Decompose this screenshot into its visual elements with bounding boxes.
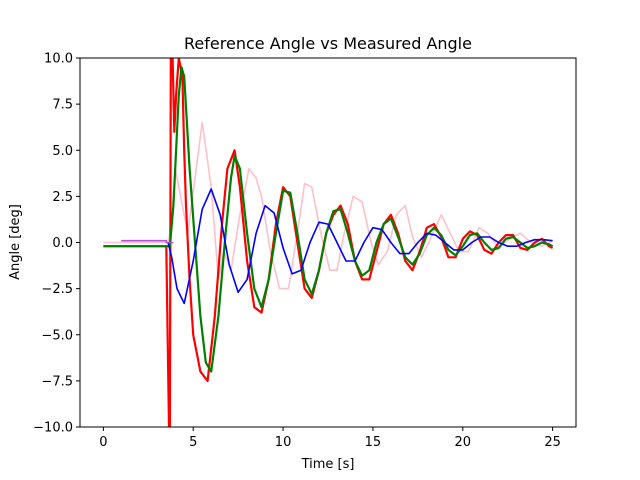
x-tick-label: 5 [189, 435, 197, 450]
x-tick-label: 0 [99, 435, 107, 450]
series-line-1 [103, 121, 553, 290]
series-layer [103, 58, 554, 427]
y-tick-label: 10.0 [44, 52, 73, 67]
x-tick-label: 25 [544, 435, 561, 450]
x-axis-label: Time [s] [301, 457, 355, 472]
x-tick-label: 10 [275, 435, 292, 450]
series-line-5 [121, 239, 174, 244]
y-tick-label: 0.0 [52, 236, 73, 251]
x-axis: 0 5 10 15 20 25 [99, 427, 561, 450]
x-tick-label: 15 [365, 435, 382, 450]
y-tick-label: −5.0 [41, 328, 73, 343]
x-tick-label: 20 [455, 435, 472, 450]
series-line-4 [167, 188, 553, 305]
y-axis: −10.0 −7.5 −5.0 −2.5 0.0 2.5 5.0 7.5 10.0 [33, 52, 80, 436]
y-tick-label: −7.5 [41, 374, 73, 389]
y-tick-label: 2.5 [52, 190, 73, 205]
y-tick-label: −10.0 [33, 421, 73, 436]
y-tick-label: −2.5 [41, 282, 73, 297]
chart-title: Reference Angle vs Measured Angle [184, 34, 472, 53]
y-tick-label: 5.0 [52, 144, 73, 159]
y-tick-label: 7.5 [52, 98, 73, 113]
series-line-3 [103, 66, 554, 373]
y-axis-label: Angle [deg] [8, 204, 23, 280]
